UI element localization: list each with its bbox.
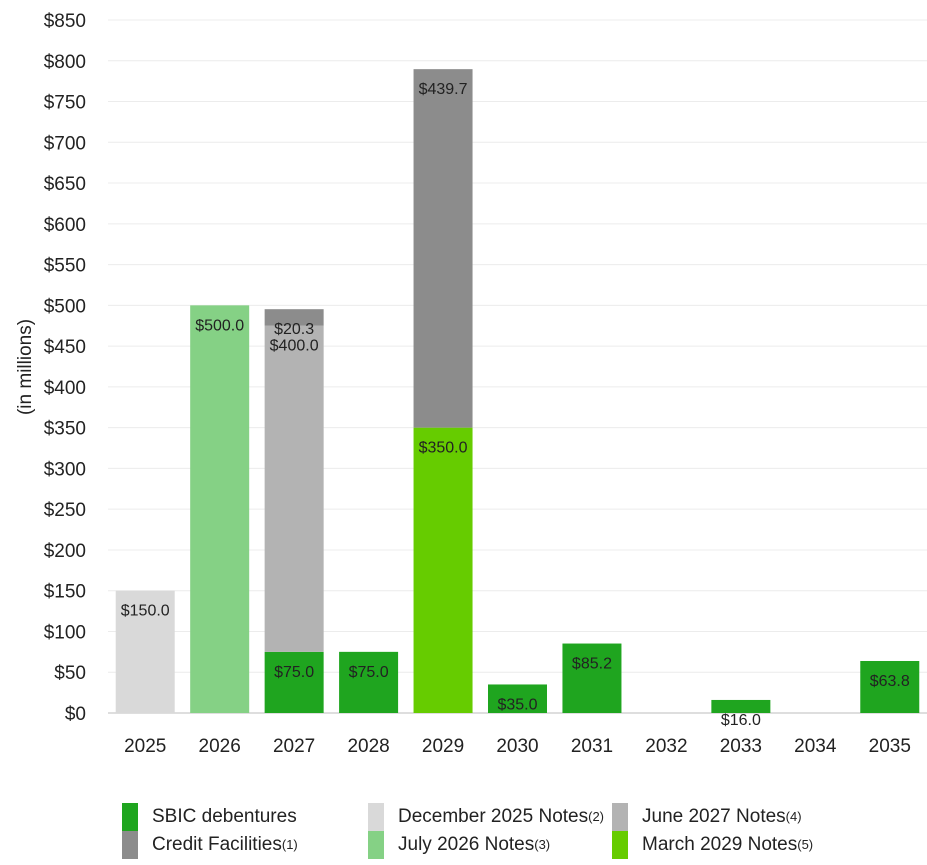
y-axis-ticks: $0 $50 $100 $150 $200 $250 $300 $350 $400 $450 $50… — [44, 11, 86, 725]
y-tick-label: $100 — [44, 622, 86, 643]
y-tick-label: $650 — [44, 174, 86, 195]
data-label: $75.0 — [349, 664, 389, 681]
x-tick-label: 2029 — [422, 736, 464, 757]
y-tick-label: $300 — [44, 459, 86, 480]
data-labels: $150.0 $500.0 $75.0 $400.0$20.3 $75.0 $350.0 $… — [121, 81, 910, 729]
x-tick-label: 2034 — [794, 736, 837, 757]
legend-swatch — [368, 831, 384, 859]
x-tick-label: 2035 — [869, 736, 911, 757]
legend-swatch — [122, 803, 138, 831]
y-tick-label: $150 — [44, 582, 86, 603]
x-tick-label: 2031 — [571, 736, 613, 757]
data-label: $20.3 — [274, 321, 314, 338]
x-tick-label: 2028 — [347, 736, 389, 757]
data-label: $150.0 — [121, 603, 170, 620]
legend-swatch — [612, 803, 628, 831]
legend-item-sbic: SBIC debentures — [122, 803, 297, 831]
data-label: $500.0 — [195, 317, 244, 334]
legend-item-mar2029: March 2029 Notes (5) — [612, 831, 813, 859]
legend-item-jul2026: July 2026 Notes (3) — [368, 831, 550, 859]
x-axis-ticks: 2025 2026 2027 2028 2029 2030 2031 2032 2033 2034… — [124, 736, 911, 757]
bar-segment-credit — [413, 69, 473, 428]
legend-swatch — [368, 803, 384, 831]
y-tick-label: $350 — [44, 419, 86, 440]
x-tick-label: 2033 — [720, 736, 762, 757]
y-tick-label: $200 — [44, 541, 86, 562]
bar-segment-sbic — [860, 660, 920, 713]
y-tick-label: $800 — [44, 52, 86, 73]
y-tick-label: $850 — [44, 11, 86, 32]
y-tick-label: $550 — [44, 256, 86, 277]
bar-segment-sbic — [339, 651, 399, 713]
legend-label: December 2025 Notes — [398, 806, 589, 827]
legend-item-jun2027: June 2027 Notes (4) — [612, 803, 802, 831]
bars — [115, 69, 920, 713]
bar-segment-dec2025 — [115, 590, 175, 713]
data-label: $16.0 — [721, 712, 761, 729]
legend-swatch — [122, 831, 138, 859]
y-tick-label: $750 — [44, 93, 86, 114]
data-label: $35.0 — [497, 696, 537, 713]
bar-segment-sbic — [264, 651, 324, 713]
y-tick-label: $400 — [44, 378, 86, 399]
legend-label: July 2026 Notes — [398, 834, 535, 855]
legend-label: March 2029 Notes — [642, 834, 798, 855]
x-tick-label: 2025 — [124, 736, 166, 757]
y-tick-label: $250 — [44, 500, 86, 521]
data-label: $75.0 — [274, 664, 314, 681]
x-tick-label: 2026 — [199, 736, 241, 757]
data-label: $85.2 — [572, 656, 612, 673]
bar-segment-jun2027 — [264, 325, 324, 652]
y-axis-label: (in millions) — [15, 319, 36, 415]
data-label: $63.8 — [870, 673, 910, 690]
bar-segment-sbic — [562, 643, 622, 713]
bar-segment-credit — [264, 309, 324, 326]
legend: SBIC debentures Credit Facilities (1) Decem… — [0, 800, 927, 865]
legend-swatch — [612, 831, 628, 859]
bar-segment-mar2029 — [413, 427, 473, 713]
y-tick-label: $600 — [44, 215, 86, 236]
bar-segment-jul2026 — [190, 305, 250, 713]
data-label: $439.7 — [419, 81, 468, 98]
stacked-bar-chart: $0 $50 $100 $150 $200 $250 $300 $350 $400 $450 $50… — [15, 11, 927, 757]
x-tick-label: 2030 — [496, 736, 538, 757]
y-tick-label: $0 — [65, 704, 86, 725]
bar-segment-sbic — [711, 699, 771, 713]
data-label: $400.0 — [270, 338, 319, 355]
y-tick-label: $700 — [44, 133, 86, 154]
y-tick-label: $450 — [44, 337, 86, 358]
x-tick-label: 2032 — [645, 736, 687, 757]
bar-segment-sbic — [488, 684, 547, 713]
legend-label: June 2027 Notes — [642, 806, 786, 827]
x-tick-label: 2027 — [273, 736, 315, 757]
y-tick-label: $50 — [54, 663, 86, 684]
legend-label: SBIC debentures — [152, 806, 297, 827]
legend-item-dec2025: December 2025 Notes (2) — [368, 803, 604, 831]
legend-item-credit: Credit Facilities (1) — [122, 831, 298, 859]
legend-label: Credit Facilities — [152, 834, 282, 855]
data-label: $350.0 — [419, 440, 468, 457]
y-tick-label: $500 — [44, 296, 86, 317]
